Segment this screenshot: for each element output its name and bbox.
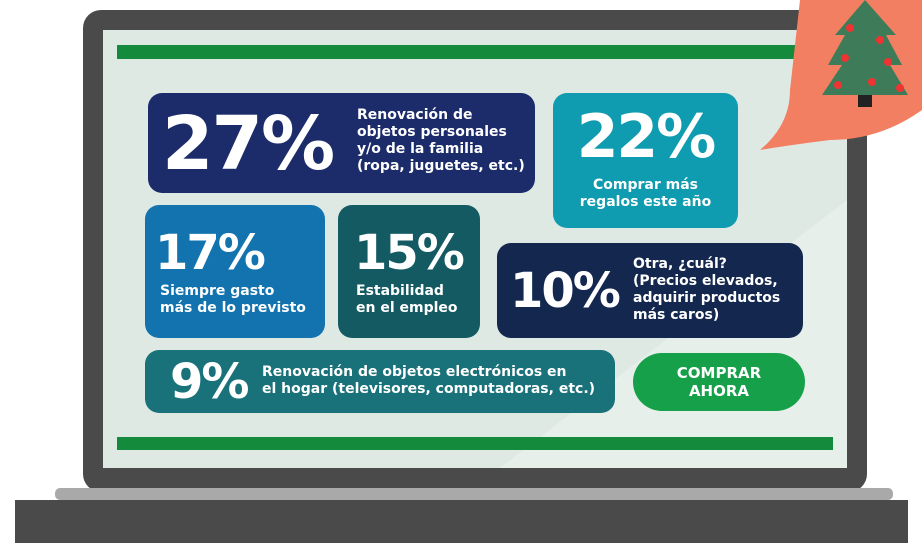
percent: 15% [354,229,463,277]
text-line: más de lo previsto [160,300,306,317]
text-line: (Precios elevados, [633,273,780,290]
percent: 17% [155,229,264,277]
text-line: Otra, ¿cuál? [633,256,780,273]
percent: 9% [170,358,248,406]
card: 10% Otra, ¿cuál?(Precios elevados,adquir… [497,243,803,338]
text-line: Estabilidad [356,283,458,300]
text-line: más caros) [633,307,780,324]
text-line: objetos personales [357,124,525,141]
card-text: Otra, ¿cuál?(Precios elevados,adquirir p… [633,256,780,324]
text-line: Comprar más [553,177,738,194]
text-line: Renovación de objetos electrónicos en [262,364,595,381]
percent: 22% [567,107,724,167]
text-line: COMPRAR [633,364,805,382]
text-line: el hogar (televisores, computadoras, etc… [262,381,595,398]
percent: 10% [510,267,619,315]
text-line: y/o de la familia [357,141,525,158]
text-line: Renovación de [357,107,525,124]
text-line: AHORA [633,382,805,400]
page: 27% Renovación deobjetos personalesy/o d… [0,0,922,543]
percent: 27% [162,107,333,181]
text-line: adquirir productos [633,290,780,307]
text-line: Siempre gasto [160,283,306,300]
text-line: (ropa, juguetes, etc.) [357,158,525,175]
card: 9% Renovación de objetos electrónicos en… [145,350,615,413]
text-line: regalos este año [553,194,738,211]
text-line: en el empleo [356,300,458,317]
